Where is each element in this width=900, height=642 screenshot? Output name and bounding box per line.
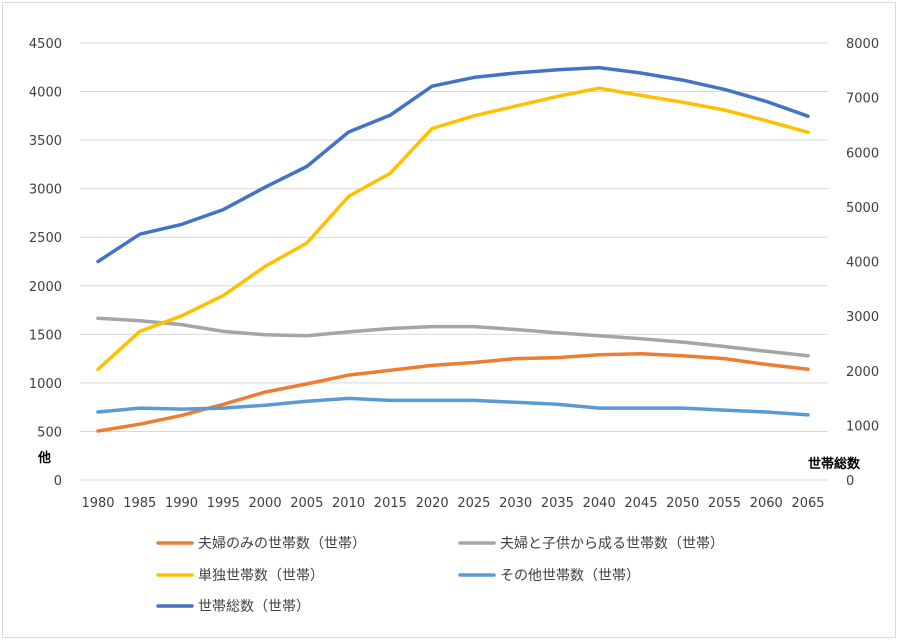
left-tick-label: 4000 xyxy=(29,86,62,101)
series-line xyxy=(96,65,810,264)
right-tick-label: 8000 xyxy=(846,37,879,52)
x-tick-label: 2040 xyxy=(583,496,616,511)
legend-label: 世帯総数（世帯） xyxy=(198,599,310,615)
legend-label: 夫婦と子供から成る世帯数（世帯） xyxy=(500,535,724,552)
right-tick-label: 3000 xyxy=(846,310,879,325)
x-axis-ticks: 1980 1985 1990 1995 2000 2005 2010 2015 2020 2025… xyxy=(81,496,824,511)
x-tick-label: 1985 xyxy=(123,496,156,511)
x-tick-label: 2065 xyxy=(791,496,824,511)
x-tick-label: 2000 xyxy=(249,496,282,511)
right-tick-label: 0 xyxy=(846,474,854,489)
x-tick-label: 2030 xyxy=(499,496,532,511)
right-tick-label: 7000 xyxy=(846,92,879,107)
left-tick-label: 500 xyxy=(37,425,62,440)
series-line xyxy=(96,86,810,372)
legend-label: 単独世帯数（世帯） xyxy=(198,568,324,584)
series-lines xyxy=(96,65,810,433)
legend: 夫婦のみの世帯数（世帯） 夫婦と子供から成る世帯数（世帯） 単独世帯数（世帯） その他… xyxy=(156,535,724,615)
right-tick-label: 1000 xyxy=(846,419,879,434)
x-tick-label: 2045 xyxy=(624,496,657,511)
x-tick-label: 2020 xyxy=(416,496,449,511)
left-tick-label: 2000 xyxy=(29,280,62,295)
x-tick-label: 2055 xyxy=(708,496,741,511)
x-tick-label: 1995 xyxy=(207,496,240,511)
x-tick-label: 2060 xyxy=(750,496,783,511)
left-tick-label: 4500 xyxy=(29,37,62,52)
left-tick-label: 3500 xyxy=(29,134,62,149)
x-tick-label: 1990 xyxy=(165,496,198,511)
right-tick-label: 4000 xyxy=(846,256,879,271)
x-tick-label: 2025 xyxy=(457,496,490,511)
x-tick-label: 2050 xyxy=(666,496,699,511)
x-tick-label: 2005 xyxy=(290,496,323,511)
legend-label: 夫婦のみの世帯数（世帯） xyxy=(198,535,366,552)
left-tick-label: 0 xyxy=(54,474,62,489)
right-tick-label: 5000 xyxy=(846,201,879,216)
left-tick-label: 1500 xyxy=(29,328,62,343)
legend-label: その他世帯数（世帯） xyxy=(500,568,640,584)
gridlines xyxy=(80,42,828,481)
left-axis-ticks: 0 500 1000 1500 2000 2500 3000 3500 4000 4500 xyxy=(29,37,62,489)
series-line xyxy=(96,396,810,417)
right-tick-label: 6000 xyxy=(846,146,879,161)
right-axis-ticks: 0 1000 2000 3000 4000 5000 6000 7000 8000 xyxy=(846,37,879,489)
x-tick-label: 1980 xyxy=(81,496,114,511)
x-tick-label: 2015 xyxy=(374,496,407,511)
x-tick-label: 2010 xyxy=(332,496,365,511)
series-line xyxy=(96,316,810,358)
left-axis-title: 他 xyxy=(37,450,51,466)
right-tick-label: 2000 xyxy=(846,365,879,380)
left-tick-label: 1000 xyxy=(29,377,62,392)
left-tick-label: 3000 xyxy=(29,183,62,198)
left-tick-label: 2500 xyxy=(29,231,62,246)
right-axis-title: 世帯総数 xyxy=(808,456,861,472)
series-line xyxy=(96,352,810,433)
x-tick-label: 2035 xyxy=(541,496,574,511)
